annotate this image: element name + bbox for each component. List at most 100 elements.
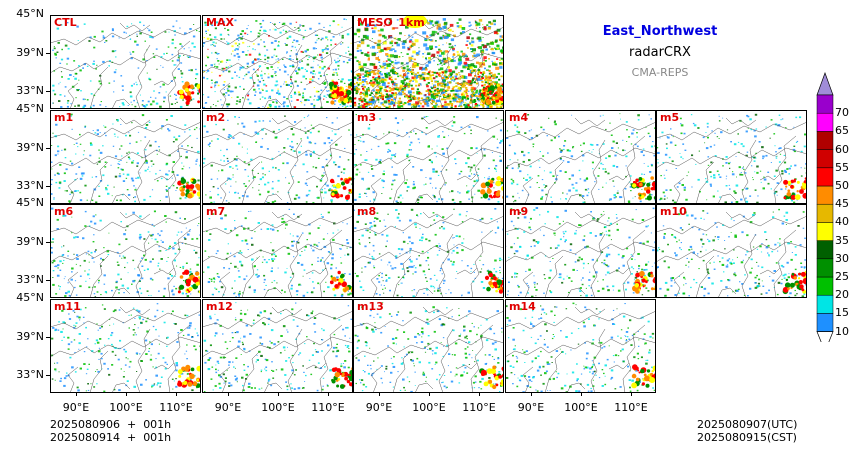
y-tick-label-45n: 45°N	[16, 291, 44, 304]
colorbar-level-label: 15	[835, 306, 849, 319]
y-tick-label-33n: 33°N	[16, 84, 44, 97]
colorbar-level-label: 30	[835, 252, 849, 265]
x-tick-label: 90°E	[214, 401, 242, 414]
valid-time-cst: 2025080915(CST)	[697, 431, 797, 444]
panel-m10: m10	[656, 204, 807, 298]
panel-max: MAX	[202, 15, 353, 109]
colorbar-level-label: 65	[835, 124, 849, 137]
axis-tick	[76, 392, 77, 396]
colorbar-segment	[816, 276, 834, 296]
colorbar-segment	[816, 222, 834, 241]
colorbar-scale	[816, 72, 834, 342]
axis-tick	[46, 375, 50, 376]
panel-m3: m3	[353, 110, 504, 204]
colorbar-level-label: 60	[835, 143, 849, 156]
colorbar-segment	[816, 149, 834, 169]
colorbar-segment	[816, 131, 834, 150]
panel-label: m14	[509, 300, 536, 313]
y-tick-label-39n: 39°N	[16, 46, 44, 59]
colorbar-segment	[816, 203, 834, 223]
panel-label: m13	[357, 300, 384, 313]
panel-map	[505, 207, 656, 298]
colorbar-level-label: 50	[835, 179, 849, 192]
axis-tick	[479, 392, 480, 396]
panel-map	[50, 20, 201, 109]
panel-map	[656, 208, 807, 298]
panel-label: MAX	[206, 16, 234, 29]
y-tick-label-33n: 33°N	[16, 273, 44, 286]
y-tick-label-39n: 39°N	[16, 141, 44, 154]
panel-label: m6	[54, 205, 74, 218]
x-tick-label: 90°E	[62, 401, 90, 414]
init-time-cst: 2025080914 + 001h	[50, 431, 172, 444]
valid-time-utc: 2025080907(UTC)	[697, 418, 798, 431]
panel-label: m9	[509, 205, 529, 218]
panel-m13: m13	[353, 299, 504, 393]
panel-map	[505, 113, 656, 204]
x-tick-label: 110°E	[159, 401, 193, 414]
x-tick-label: 110°E	[462, 401, 496, 414]
panel-map	[505, 302, 656, 393]
axis-tick	[46, 337, 50, 338]
panel-label: m7	[206, 205, 226, 218]
axis-tick	[126, 392, 127, 396]
panel-m1: m1	[50, 110, 201, 204]
colorbar-level-label: 10	[835, 325, 849, 338]
product-title: radarCRX	[629, 45, 691, 60]
y-tick-label-45n: 45°N	[16, 102, 44, 115]
axis-tick	[46, 186, 50, 187]
axis-tick	[228, 392, 229, 396]
colorbar-segment	[816, 112, 834, 132]
panel-m2: m2	[202, 110, 353, 204]
axis-tick	[379, 392, 380, 396]
colorbar-level-label: 40	[835, 215, 849, 228]
colorbar-segment	[816, 294, 834, 314]
panel-label: m5	[660, 111, 680, 124]
panel-map	[50, 113, 201, 204]
colorbar-level-label: 70	[835, 106, 849, 119]
y-tick-label-33n: 33°N	[16, 368, 44, 381]
colorbar-segment	[816, 240, 834, 260]
region-title: East_Northwest	[602, 24, 718, 39]
colorbar-level-label: 25	[835, 270, 849, 283]
panel-label: MESO_1km	[357, 16, 425, 29]
colorbar-level-label: 20	[835, 288, 849, 301]
panel-map	[353, 302, 504, 393]
colorbar-segment	[816, 167, 834, 187]
x-tick-label: 90°E	[517, 401, 545, 414]
colorbar-level-label: 45	[835, 197, 849, 210]
panel-meso-1km: MESO_1km	[353, 15, 504, 109]
panel-m12: m12	[202, 299, 353, 393]
colorbar-segment	[816, 258, 834, 278]
axis-tick	[328, 392, 329, 396]
system-title: CMA-REPS	[631, 66, 689, 79]
init-time-utc: 2025080906 + 001h	[50, 418, 172, 431]
axis-tick	[46, 280, 50, 281]
panel-m8: m8	[353, 204, 504, 298]
axis-tick	[278, 392, 279, 396]
y-tick-label-33n: 33°N	[16, 179, 44, 192]
panel-map	[656, 113, 807, 204]
panel-m5: m5	[656, 110, 807, 204]
panel-m11: m11	[50, 299, 201, 393]
axis-tick	[46, 148, 50, 149]
panel-ctl: CTL	[50, 15, 201, 109]
y-tick-label-39n: 39°N	[16, 235, 44, 248]
panel-label: m3	[357, 111, 377, 124]
panel-map	[202, 114, 353, 204]
x-tick-label: 90°E	[365, 401, 393, 414]
x-tick-label: 100°E	[564, 401, 598, 414]
panel-label: CTL	[54, 16, 77, 29]
axis-tick	[531, 392, 532, 396]
y-tick-label-45n: 45°N	[16, 196, 44, 209]
panel-label: m11	[54, 300, 81, 313]
x-tick-label: 100°E	[412, 401, 446, 414]
panel-label: m8	[357, 205, 377, 218]
axis-tick	[581, 392, 582, 396]
panel-map	[353, 208, 504, 298]
colorbar-segment	[816, 185, 834, 205]
panel-m9: m9	[505, 204, 656, 298]
panel-map	[353, 15, 504, 109]
panel-map	[50, 207, 201, 298]
axis-tick	[46, 242, 50, 243]
